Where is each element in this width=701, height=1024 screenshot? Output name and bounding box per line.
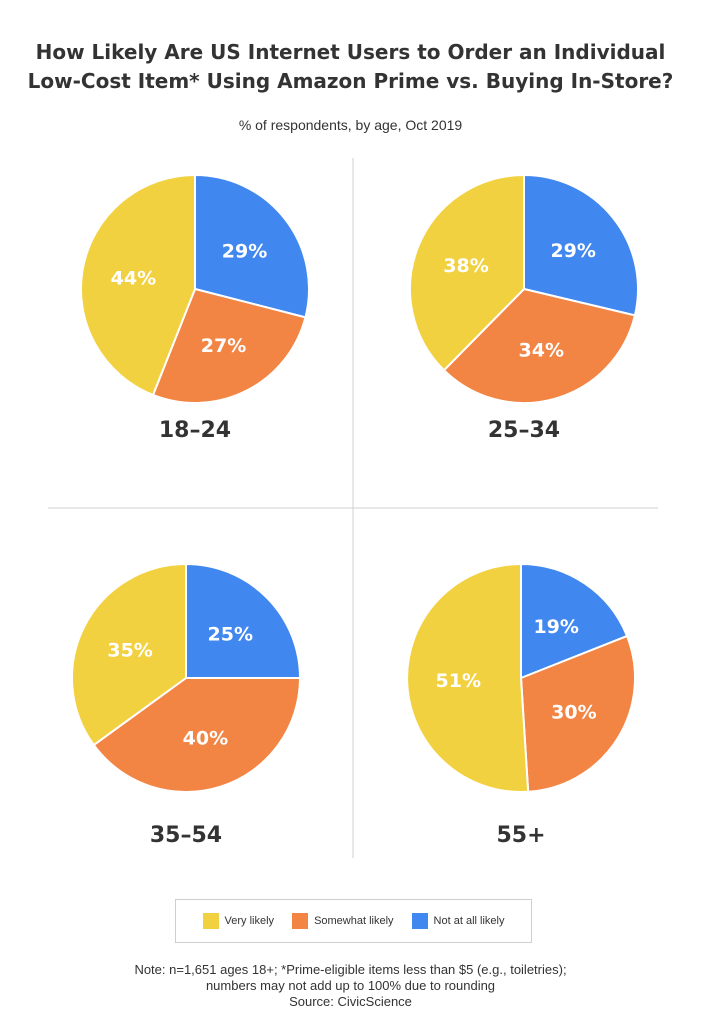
footnote-line-2: numbers may not add up to 100% due to ro… xyxy=(205,978,496,993)
chart-title-line-2: Low-Cost Item* Using Amazon Prime vs. Bu… xyxy=(27,69,674,93)
pie-35-54: 25% 40% 35% 35–54 xyxy=(71,562,302,848)
slice-label-somewhat-likely: 34% xyxy=(519,339,564,361)
slice-label-not-at-all-likely: 25% xyxy=(208,624,253,646)
pie-slice-not-at-all-likely xyxy=(185,562,302,679)
pie-title: 18–24 xyxy=(159,418,231,443)
pie-slice-very-likely xyxy=(409,173,525,372)
footnote: Note: n=1,651 ages 18+; *Prime-eligible … xyxy=(0,962,701,1010)
legend-swatch-somewhat-likely xyxy=(292,913,309,929)
chart-title: How Likely Are US Internet Users to Orde… xyxy=(0,38,701,96)
slice-label-very-likely: 51% xyxy=(436,670,481,692)
legend-item-not-at-all-likely: Not at all likely xyxy=(411,913,505,929)
pie-title: 35–54 xyxy=(150,823,222,848)
footnote-source: Source: CivicScience xyxy=(289,994,412,1009)
slice-label-not-at-all-likely: 29% xyxy=(222,241,267,263)
chart-title-line-1: How Likely Are US Internet Users to Orde… xyxy=(35,40,666,64)
pie-slice-somewhat-likely xyxy=(519,634,636,793)
slice-label-somewhat-likely: 30% xyxy=(551,702,596,724)
slice-label-very-likely: 38% xyxy=(443,255,488,277)
legend-item-very-likely: Very likely xyxy=(202,913,275,929)
pie-slice-not-at-all-likely xyxy=(523,173,639,317)
pie-slice-very-likely xyxy=(406,562,530,793)
pie-slice-very-likely xyxy=(71,562,187,747)
footnote-line-1: Note: n=1,651 ages 18+; *Prime-eligible … xyxy=(134,962,567,977)
legend-label-somewhat-likely: Somewhat likely xyxy=(314,915,394,927)
slice-label-not-at-all-likely: 19% xyxy=(533,616,578,638)
pie-chart-grid: 29% 27% 44% 18–24 29% 34% 38% 25–34 25% 40% 35% 35–… xyxy=(48,158,658,858)
legend-label-not-at-all-likely: Not at all likely xyxy=(433,915,505,927)
pie-55: 19% 30% 51% 55+ xyxy=(406,562,636,848)
pie-slice-very-likely xyxy=(80,173,196,397)
pie-title: 25–34 xyxy=(488,418,560,443)
slice-label-somewhat-likely: 27% xyxy=(201,335,246,357)
chart-subtitle: % of respondents, by age, Oct 2019 xyxy=(238,117,463,133)
legend: Very likely Somewhat likely Not at all l… xyxy=(175,899,532,943)
slice-label-somewhat-likely: 40% xyxy=(183,728,228,750)
pie-25-34: 29% 34% 38% 25–34 xyxy=(409,173,639,443)
pie-slice-not-at-all-likely xyxy=(520,562,629,680)
pie-18-24: 29% 27% 44% 18–24 xyxy=(80,173,310,443)
pie-slice-somewhat-likely xyxy=(442,287,637,404)
pie-title: 55+ xyxy=(496,823,545,848)
legend-label-very-likely: Very likely xyxy=(224,915,275,927)
legend-item-somewhat-likely: Somewhat likely xyxy=(292,913,394,929)
legend-swatch-very-likely xyxy=(202,913,219,929)
pie-slice-not-at-all-likely xyxy=(194,173,310,319)
legend-swatch-not-at-all-likely xyxy=(411,913,428,929)
slice-label-very-likely: 44% xyxy=(111,267,156,289)
pie-slice-somewhat-likely xyxy=(92,677,302,793)
slice-label-very-likely: 35% xyxy=(107,640,152,662)
slice-label-not-at-all-likely: 29% xyxy=(550,240,595,262)
pie-slice-somewhat-likely xyxy=(151,287,307,404)
